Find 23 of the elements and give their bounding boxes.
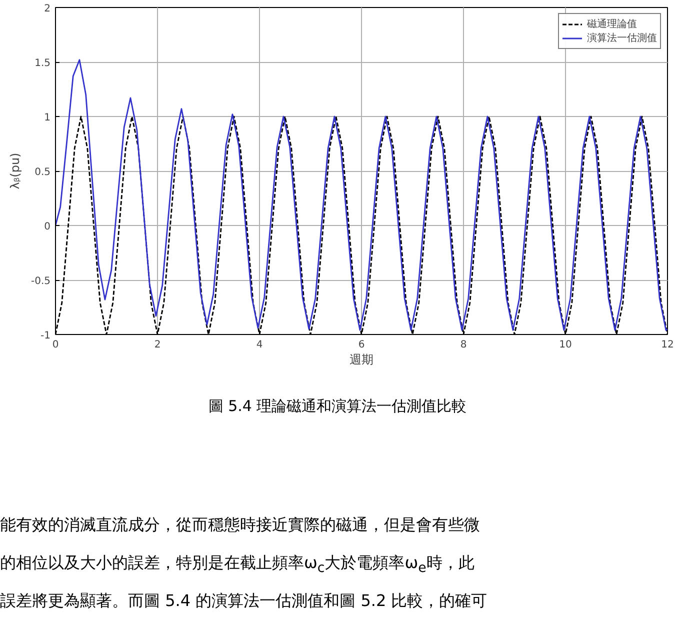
- y-axis-title: λᵦ(pu): [8, 152, 22, 190]
- legend-label: 磁通理論值: [587, 18, 637, 31]
- x-tick-label: 8: [460, 340, 467, 350]
- y-tick-label: 2: [44, 4, 51, 14]
- x-tick-label: 10: [559, 340, 572, 350]
- text: 的相位以及大小的誤差，特別是在截止頻率ω$_{c}$大於電頻率ω$_{e}$時，此: [0, 552, 474, 578]
- text: 能有效的消滅直流成分，從而穩態時接近實際的磁通，但是會有些微: [0, 514, 480, 536]
- x-tick-label: 2: [154, 340, 161, 350]
- x-tick-label: 4: [256, 340, 263, 350]
- x-tick-label: 0: [52, 340, 59, 350]
- x-tick-label: 12: [661, 340, 674, 350]
- x-axis-title: 週期: [350, 352, 374, 366]
- y-tick-label: 1.5: [34, 58, 51, 69]
- legend-label: 演算法一估測值: [587, 32, 657, 45]
- text: 誤差將更為顯著。而圖 5.4 的演算法一估測值和圖 5.2 比較，的確可: [0, 590, 488, 612]
- y-tick-label: 1: [44, 112, 51, 124]
- x-tick-label: 6: [358, 340, 365, 350]
- y-tick-label: -0.5: [30, 276, 51, 287]
- line-series: [56, 59, 668, 331]
- y-tick-label: -1: [40, 330, 51, 342]
- y-tick-label: 0.5: [34, 167, 51, 178]
- y-tick-label: 0: [44, 222, 51, 232]
- caption: 圖 5.4 理論磁通和演算法一估測值比較: [207, 396, 468, 417]
